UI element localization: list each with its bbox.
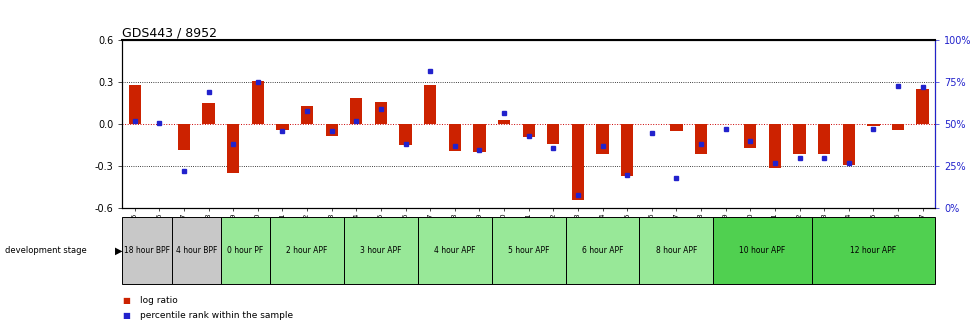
Bar: [270, 217, 343, 284]
Bar: [842, 124, 854, 165]
Bar: [472, 124, 485, 152]
Bar: [300, 106, 313, 124]
Bar: [343, 217, 418, 284]
Bar: [350, 98, 362, 124]
Text: log ratio: log ratio: [140, 296, 178, 305]
Bar: [325, 124, 337, 135]
Bar: [122, 217, 171, 284]
Bar: [768, 124, 780, 168]
Text: 10 hour APF: 10 hour APF: [738, 246, 785, 255]
Bar: [423, 85, 436, 124]
Bar: [221, 217, 270, 284]
Bar: [743, 124, 756, 148]
Text: 4 hour BPF: 4 hour BPF: [175, 246, 217, 255]
Bar: [202, 103, 214, 124]
Bar: [639, 217, 713, 284]
Text: 3 hour APF: 3 hour APF: [360, 246, 401, 255]
Text: ■: ■: [122, 311, 130, 320]
Bar: [713, 217, 811, 284]
Bar: [571, 124, 584, 200]
Bar: [251, 81, 264, 124]
Text: 6 hour APF: 6 hour APF: [581, 246, 623, 255]
Bar: [448, 124, 461, 151]
Text: development stage: development stage: [5, 246, 87, 255]
Bar: [811, 217, 934, 284]
Bar: [171, 217, 221, 284]
Bar: [867, 124, 878, 126]
Bar: [620, 124, 633, 176]
Bar: [670, 124, 682, 131]
Bar: [399, 124, 412, 145]
Bar: [547, 124, 558, 144]
Bar: [915, 89, 928, 124]
Text: 4 hour APF: 4 hour APF: [433, 246, 475, 255]
Bar: [128, 85, 141, 124]
Text: percentile rank within the sample: percentile rank within the sample: [140, 311, 292, 320]
Bar: [276, 124, 289, 130]
Text: 12 hour APF: 12 hour APF: [850, 246, 896, 255]
Bar: [694, 124, 706, 154]
Bar: [891, 124, 904, 130]
Bar: [227, 124, 239, 173]
Bar: [596, 124, 608, 154]
Text: GDS443 / 8952: GDS443 / 8952: [122, 26, 217, 39]
Bar: [418, 217, 491, 284]
Bar: [491, 217, 565, 284]
Bar: [565, 217, 639, 284]
Bar: [178, 124, 190, 150]
Text: 18 hour BPF: 18 hour BPF: [124, 246, 170, 255]
Bar: [522, 124, 534, 137]
Bar: [375, 102, 386, 124]
Bar: [792, 124, 805, 154]
Text: ■: ■: [122, 296, 130, 305]
Text: 5 hour APF: 5 hour APF: [508, 246, 549, 255]
Bar: [498, 120, 510, 124]
Text: 8 hour APF: 8 hour APF: [655, 246, 696, 255]
Text: ▶: ▶: [114, 245, 122, 255]
Text: 0 hour PF: 0 hour PF: [227, 246, 263, 255]
Text: 2 hour APF: 2 hour APF: [287, 246, 328, 255]
Bar: [818, 124, 829, 154]
